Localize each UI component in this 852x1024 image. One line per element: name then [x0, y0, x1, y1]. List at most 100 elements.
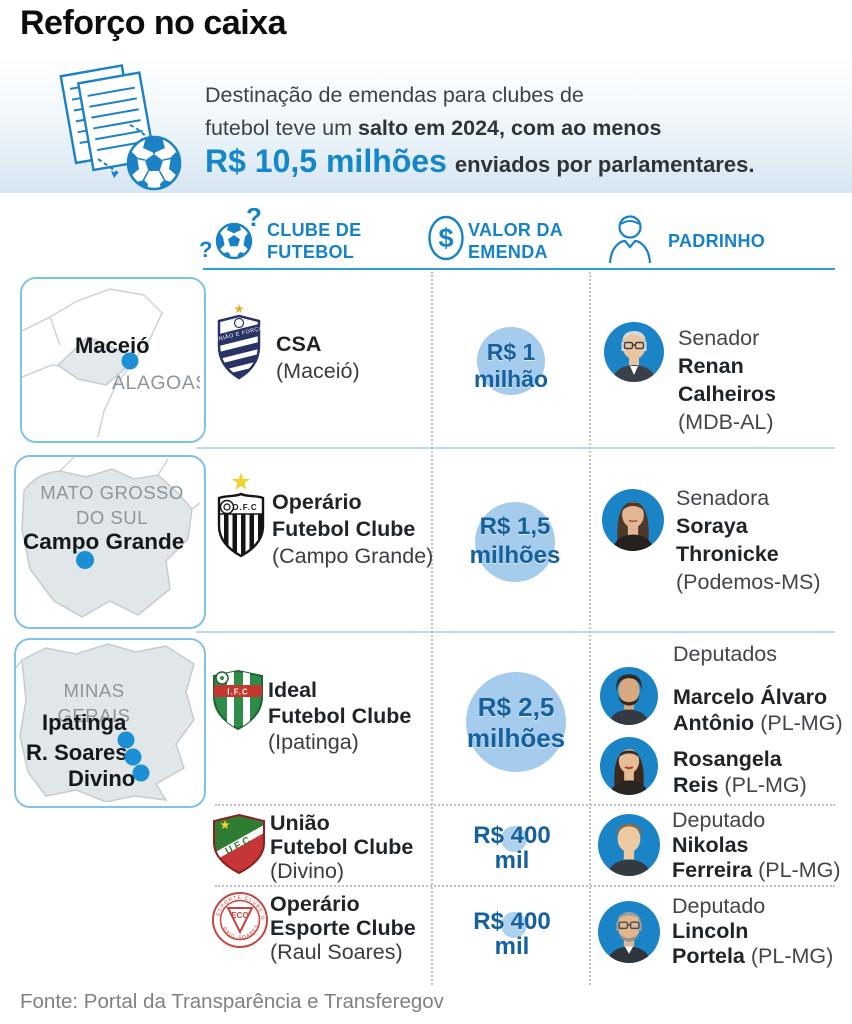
city-label: R. Soares: [26, 740, 128, 765]
state-label: MATO GROSSO: [40, 482, 184, 503]
column-divider: [589, 272, 591, 985]
source-note: Fonte: Portal da Transparência e Transfe…: [20, 990, 444, 1013]
map-alagoas: Maceió ALAGOAS: [20, 277, 206, 443]
sponsor-name: Renan: [678, 354, 744, 378]
column-header-value: VALOR DA EMENDA: [468, 220, 564, 262]
value-amount: R$ 1,5 milhões: [469, 513, 561, 569]
value-bubble: [501, 912, 527, 938]
city-dot-ipatinga: [117, 731, 135, 749]
amount-highlight: R$ 10,5 milhões: [205, 143, 447, 179]
svg-text:?: ?: [199, 237, 212, 262]
sponsor-role: Deputado: [672, 894, 766, 918]
row-divider: [196, 447, 835, 449]
state-label: GERAIS: [58, 705, 131, 726]
sponsor-party: (PL-MG): [750, 944, 834, 968]
renan-calheiros-photo: [604, 322, 664, 382]
city-label: Maceió: [75, 333, 150, 358]
value-bubble: [466, 672, 566, 772]
intro-line-3: R$ 10,5 milhões enviados por parlamentare…: [205, 143, 755, 179]
state-label: MINAS: [63, 680, 124, 701]
value-amount: R$ 400 mil: [473, 822, 551, 874]
sponsor-info: Marcelo Álvaro Antônio (PL-MG): [673, 684, 843, 736]
header-rule: [203, 268, 835, 270]
mg-state-shape: [19, 643, 195, 803]
sponsor-role: Deputados: [673, 642, 777, 666]
rosangela-reis-photo: [600, 737, 658, 795]
club-name: Operário: [272, 490, 362, 514]
row-divider: [196, 631, 835, 633]
sponsor-party: (PL-MG): [724, 773, 807, 797]
club-info: Operário Esporte Clube (Raul Soares): [270, 892, 416, 964]
value-bubble: [501, 826, 527, 852]
value-amount: R$ 2,5 milhões: [466, 692, 566, 753]
city-dot-campo-grande: [76, 551, 94, 569]
club-name: Esporte Clube: [270, 916, 416, 940]
city-dot-maceio: [121, 352, 139, 370]
sponsor-name: Portela: [672, 944, 745, 968]
value-amount: R$ 400 mil: [473, 908, 551, 960]
marcelo-alvaro-antonio-photo: [600, 667, 658, 725]
person-icon: [608, 215, 652, 264]
club-name: União: [270, 811, 330, 835]
sponsor-name: Calheiros: [678, 382, 776, 406]
sponsor-role: Senador: [678, 326, 760, 350]
city-label: Divino: [68, 766, 135, 791]
row-divider-dotted: [215, 804, 835, 806]
intro-line-1: Destinação de emendas para clubes de: [205, 83, 584, 107]
club-name: Ideal: [268, 678, 317, 702]
ideal-fc-crest: I.F.C: [213, 669, 263, 731]
state-label: ALAGOAS: [112, 372, 200, 394]
documents-to-soccer-ball-icon: [59, 64, 182, 191]
svg-text:I.F.C: I.F.C: [227, 688, 248, 697]
row-divider-dotted: [215, 885, 835, 887]
column-divider: [431, 272, 433, 985]
svg-text:$: $: [438, 223, 453, 253]
soraya-thronicke-photo: [602, 489, 664, 551]
club-info: Operário Futebol Clube (Campo Grande): [272, 489, 433, 570]
sponsor-name: Marcelo Álvaro: [673, 685, 828, 709]
sponsor-info: Deputado Lincoln Portela (PL-MG): [672, 894, 833, 969]
club-city: (Raul Soares): [270, 940, 403, 964]
city-label: Campo Grande: [23, 529, 184, 554]
svg-text:O.F.C: O.F.C: [232, 503, 257, 512]
club-info: União Futebol Clube (Divino): [270, 811, 413, 883]
sponsor-name: Soraya: [676, 514, 748, 538]
operario-fc-crest: O.F.C: [217, 472, 265, 558]
column-header-club: CLUBE DE FUTEBOL: [267, 220, 362, 262]
city-label: Ipatinga: [42, 710, 127, 735]
intro-line-2: futebol teve um salto em 2024, com ao me…: [205, 116, 662, 140]
sponsor-name: Thronicke: [676, 542, 779, 566]
club-city: (Campo Grande): [272, 544, 434, 568]
sponsor-info: Senadora Soraya Thronicke (Podemos-MS): [676, 484, 821, 596]
club-info: Ideal Futebol Clube (Ipatinga): [268, 677, 411, 755]
club-city: (Divino): [270, 859, 345, 883]
club-city: (Ipatinga): [268, 730, 359, 754]
sponsor-role: Senadora: [676, 486, 770, 510]
soccer-ball-question-icon: ? ?: [199, 208, 262, 262]
page-title: Reforço no caixa: [20, 4, 286, 42]
sponsor-party: (Podemos-MS): [676, 570, 821, 594]
uniao-fc-crest: UFC: [213, 813, 265, 875]
sponsor-name: Ferreira: [672, 858, 753, 882]
state-label: DO SUL: [76, 507, 148, 528]
column-header-sponsor: PADRINHO: [668, 231, 766, 251]
sponsor-name: Lincoln: [672, 919, 749, 943]
city-dot-divino: [132, 764, 150, 782]
intro-text: Destinação de emendas para clubes de fut…: [205, 79, 754, 181]
dollar-circle-icon: $: [428, 215, 464, 261]
value-bubble: [477, 327, 545, 395]
club-name: Futebol Clube: [270, 835, 414, 859]
map-minas-gerais: MINAS GERAIS Ipatinga R. Soares Divino: [14, 638, 206, 808]
sponsor-name: Antônio: [673, 711, 755, 735]
sponsor-info: Senador Renan Calheiros (MDB-AL): [678, 324, 776, 436]
value-bubble: [475, 502, 555, 582]
lincoln-portela-photo: [598, 901, 660, 963]
city-dot-raul-soares: [124, 748, 142, 766]
club-name: CSA: [276, 332, 322, 356]
sponsor-role: Deputado: [672, 808, 766, 832]
ms-state-shape: [21, 468, 193, 618]
sponsor-party: (PL-MG): [758, 858, 841, 882]
sponsor-name: Reis: [673, 773, 719, 797]
club-name: Operário: [270, 892, 360, 916]
